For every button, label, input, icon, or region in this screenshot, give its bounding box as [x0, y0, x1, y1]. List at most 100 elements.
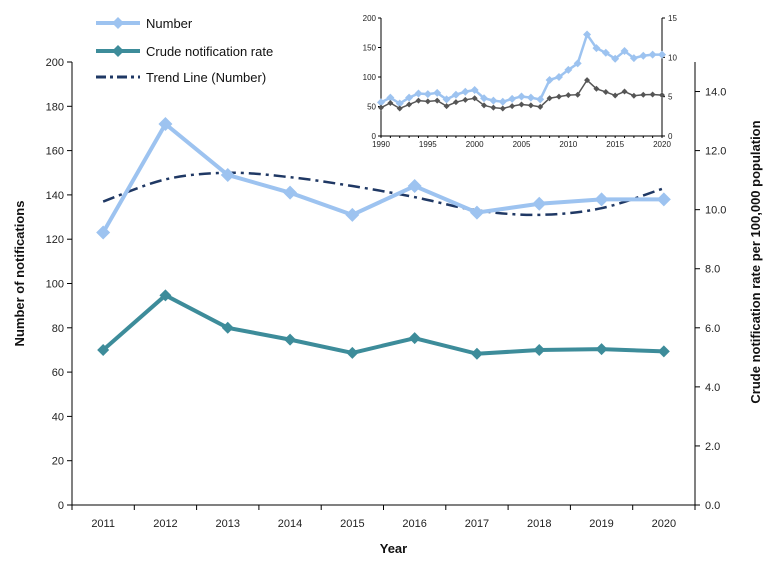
- y-tick-label: 80: [52, 323, 64, 335]
- inset-x-tick-label: 2015: [606, 140, 624, 149]
- series-number-point: [407, 179, 422, 194]
- y-tick-label: 100: [46, 279, 64, 291]
- series-rate-point: [595, 343, 608, 356]
- x-tick-label: 2018: [527, 518, 551, 530]
- inset-x-tick-label: 1995: [419, 140, 437, 149]
- x-tick-label: 2015: [340, 518, 364, 530]
- x-tick-label: 2019: [589, 518, 613, 530]
- inset-series-number-point: [536, 95, 545, 104]
- inset-series-rate-point: [424, 98, 431, 105]
- inset-series-rate-point: [612, 92, 619, 99]
- inset-series-rate-point: [481, 102, 488, 109]
- y2-tick-label: 6.0: [705, 323, 720, 335]
- inset-series-rate-point: [490, 104, 497, 111]
- y-tick-label: 120: [46, 234, 64, 246]
- inset-series-rate-point: [537, 103, 544, 110]
- inset-series-number-point: [442, 95, 451, 104]
- main-chart: 0204060801001201401601802000.02.04.06.08…: [12, 16, 763, 556]
- inset-series-number-point: [451, 90, 460, 99]
- inset-x-tick-label: 2010: [559, 140, 577, 149]
- inset-y2-tick-label: 10: [668, 53, 677, 62]
- inset-series-rate-point: [378, 104, 384, 111]
- inset-series-number-point: [405, 93, 414, 102]
- inset-series-number-point: [517, 92, 526, 101]
- y-tick-label: 60: [52, 367, 64, 379]
- series-number-point: [158, 117, 173, 132]
- inset-series-number-point: [592, 44, 601, 53]
- inset-series-number-point: [601, 48, 610, 57]
- inset-series-number-point: [461, 87, 470, 96]
- inset-series-number-point: [508, 94, 517, 103]
- legend: Number Crude notification rate Trend Line …: [96, 16, 273, 85]
- inset-x-tick-label: 2005: [513, 140, 531, 149]
- series-number-point: [469, 205, 484, 220]
- inset-series-number-point: [554, 73, 563, 81]
- inset-series-rate-point: [518, 101, 525, 108]
- y-tick-label: 200: [46, 57, 64, 69]
- series-rate-point: [470, 347, 483, 360]
- series-rate-point: [284, 333, 297, 346]
- series-rate-point: [97, 343, 110, 356]
- inset-series-number-point: [545, 75, 554, 84]
- y-tick-label: 140: [46, 190, 64, 202]
- inset-series-number-point: [620, 47, 629, 56]
- series-number-point: [345, 207, 360, 222]
- inset-series-number-point: [611, 54, 620, 63]
- series-number-point: [220, 167, 235, 182]
- inset-series-number-point: [498, 97, 507, 106]
- inset-series-number-point: [480, 94, 489, 103]
- inset-series-number-point: [377, 98, 385, 107]
- series-number-point: [283, 185, 298, 200]
- y2-tick-label: 0.0: [705, 500, 720, 512]
- inset-series-number-point: [564, 65, 573, 74]
- inset-series-rate-point: [659, 92, 665, 99]
- x-tick-label: 2013: [216, 518, 240, 530]
- inset-series-number-point: [583, 30, 592, 39]
- inset-series-rate-point: [546, 95, 553, 102]
- y-tick-label: 160: [46, 146, 64, 158]
- inset-series-number-point: [423, 90, 432, 99]
- x-tick-label: 2011: [91, 518, 115, 530]
- inset-series-rate-point: [387, 99, 394, 106]
- series-rate-point: [221, 321, 234, 334]
- series-rate-point: [159, 289, 172, 302]
- y2-tick-label: 14.0: [705, 87, 726, 99]
- series-rate-point: [346, 346, 359, 359]
- inset-series-rate-point: [415, 97, 422, 104]
- series-number-point: [532, 196, 547, 211]
- inset-series-rate-point: [443, 103, 450, 110]
- x-tick-label: 2020: [652, 518, 676, 530]
- y2-axis-title: Crude notification rate per 100,000 popu…: [748, 120, 763, 403]
- legend-swatch-marker: [112, 45, 124, 57]
- inset-series-rate-point: [621, 88, 628, 95]
- inset-series-number-point: [386, 93, 395, 102]
- series-rate-line: [101, 292, 664, 356]
- y-tick-label: 40: [52, 411, 64, 423]
- inset-series-rate-point: [406, 101, 413, 108]
- inset-series-rate-point: [584, 77, 591, 84]
- inset-series-rate-point: [499, 105, 506, 112]
- inset-y-tick-label: 200: [363, 14, 377, 23]
- series-rate-point: [657, 345, 670, 358]
- inset-series-number-point: [629, 54, 638, 63]
- inset-y2-tick-label: 0: [668, 132, 673, 141]
- inset-series-rate-point: [630, 92, 637, 99]
- inset-series-number-point: [573, 59, 582, 68]
- inset-series-number-point: [648, 50, 657, 59]
- inset-background: [381, 18, 662, 136]
- series-number-point: [594, 192, 609, 207]
- inset-series-rate-point: [640, 91, 647, 98]
- inset-y-tick-label: 150: [363, 44, 377, 53]
- inset-y-tick-label: 0: [372, 132, 377, 141]
- series-number-line: [101, 120, 664, 234]
- series-trend-line: [102, 171, 665, 217]
- series-rate-point: [533, 343, 546, 356]
- legend-label: Crude notification rate: [146, 44, 273, 59]
- inset-series-rate-point: [462, 96, 469, 103]
- inset-series-rate-point: [574, 91, 581, 98]
- inset-series-number-point: [526, 93, 535, 102]
- legend-label: Number: [146, 16, 193, 31]
- y2-tick-label: 10.0: [705, 205, 726, 217]
